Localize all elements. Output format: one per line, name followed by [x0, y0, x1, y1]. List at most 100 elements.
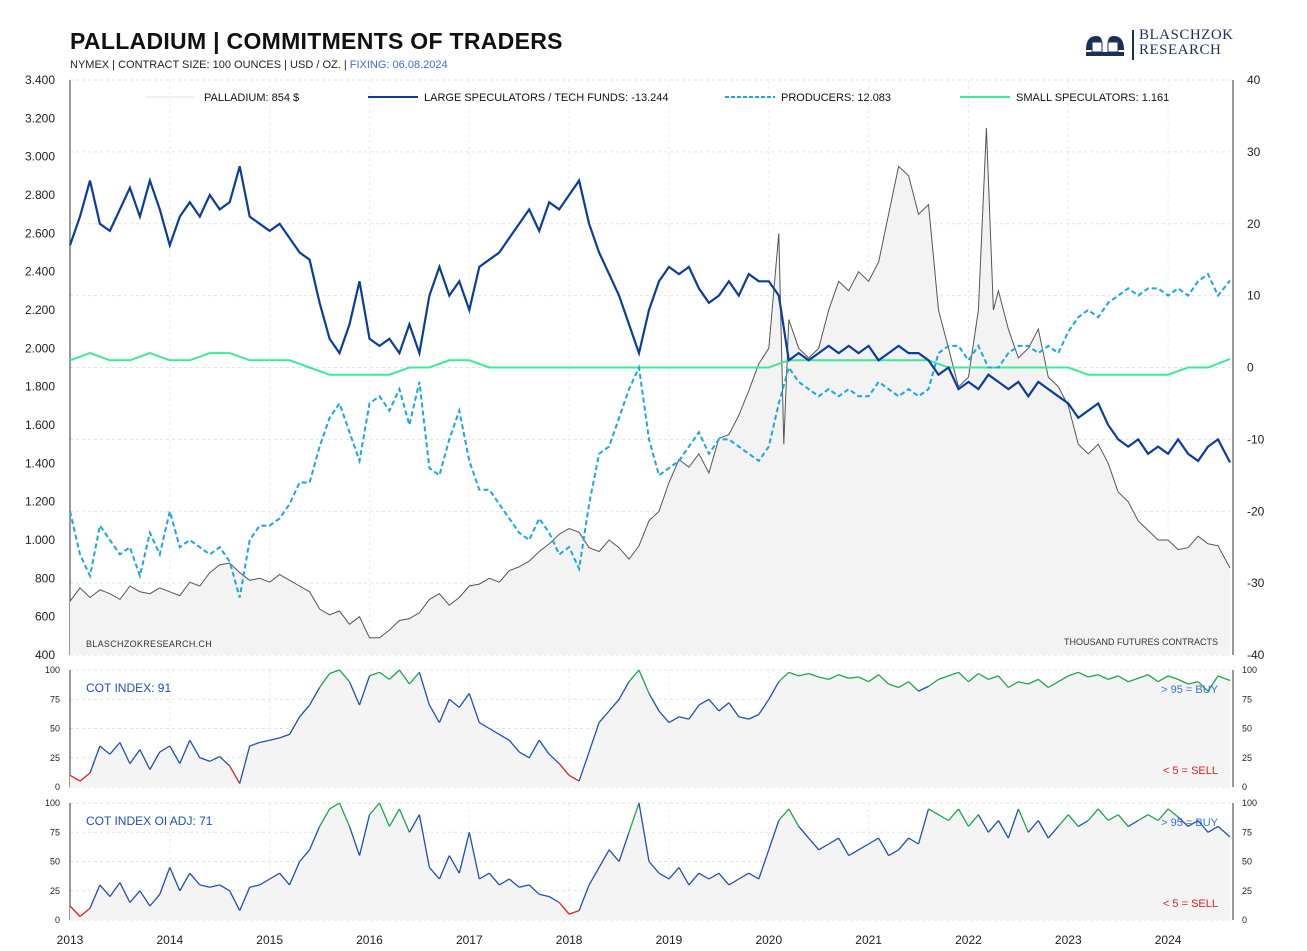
cot-index-oi-adj-segment — [938, 814, 949, 822]
cot-index-segment — [728, 702, 740, 718]
cot-index-oi-adj-segment — [678, 867, 690, 886]
cot-index-oi-adj-segment — [997, 820, 1009, 839]
cot-index-segment — [868, 674, 879, 683]
cot-index-y-tick-label: 25 — [50, 753, 60, 763]
cot-index-segment — [1068, 671, 1079, 677]
cot-index-segment — [898, 681, 909, 689]
watermark-text: BLASCHZOKRESEARCH.CH — [86, 639, 212, 649]
x-tick-label: 2016 — [356, 933, 383, 947]
cot-index-oi-adj-segment — [219, 884, 231, 892]
cot-index-segment — [1057, 675, 1069, 683]
cot-index-segment — [398, 669, 410, 685]
cot-index-segment — [1217, 675, 1231, 682]
cot-index-segment — [69, 774, 81, 782]
cot-index-oi-adj-title: COT INDEX OI ADJ: 71 — [86, 814, 213, 828]
cot-index-oi-adj-segment — [408, 814, 420, 833]
cot-index-segment — [978, 672, 989, 680]
cot-index-oi-adj-segment — [1167, 808, 1179, 818]
palladium-price-line — [69, 127, 1231, 639]
cot-index-oi-adj-segment — [1117, 814, 1129, 827]
cot-index-oi-adj-segment — [1057, 814, 1069, 827]
cot-index-segment — [478, 722, 490, 730]
cot-index-oi-adj-segment — [458, 832, 470, 874]
x-tick-label: 2022 — [955, 933, 982, 947]
x-tick-label: 2021 — [855, 933, 882, 947]
cot-index-oi-adj-segment — [358, 814, 371, 856]
cot-index-oi-adj-y-tick-label: 100 — [45, 798, 60, 808]
cot-index-segment — [508, 739, 520, 753]
cot-index-oi-adj-y-tick-label: 75 — [50, 827, 60, 837]
cot-index-buy-label: > 95 = BUY — [1161, 684, 1219, 696]
cot-index-oi-adj-segment — [688, 872, 700, 886]
y-left-tick-label: 2.200 — [25, 303, 55, 317]
cot-index-oi-adj-segment — [1067, 814, 1079, 827]
cot-index-segment — [209, 756, 220, 762]
cot-index-segment — [1097, 674, 1109, 680]
palladium-price-area — [70, 127, 1230, 655]
cot-index-oi-adj-segment — [848, 849, 859, 857]
cot-index-segment — [388, 669, 400, 680]
cot-index-segment — [1197, 681, 1209, 692]
legend-label: PRODUCERS: 12.083 — [781, 92, 891, 104]
cot-index-segment — [358, 675, 371, 706]
cot-index-oi-adj-segment — [338, 802, 351, 827]
cot-index-segment — [968, 672, 979, 683]
cot-index-segment — [1167, 675, 1179, 681]
subtitle-text: NYMEX | CONTRACT SIZE: 100 OUNCES | USD … — [70, 59, 347, 71]
cot-index-segment — [588, 722, 600, 753]
cot-index-segment — [189, 739, 201, 759]
cot-index-segment — [818, 676, 829, 681]
cot-index-segment — [758, 698, 770, 715]
cot-index-y-right-tick-label: 50 — [1242, 724, 1252, 734]
cot-index-segment — [109, 742, 121, 755]
x-tick-label: 2020 — [755, 933, 782, 947]
cot-index-segment — [628, 669, 640, 683]
cot-index-oi-adj-y-right-tick-label: 0 — [1242, 915, 1247, 925]
cot-index-segment — [269, 737, 280, 741]
cot-index-segment — [988, 675, 999, 681]
x-tick-label: 2014 — [156, 933, 183, 947]
cot-index-segment — [1147, 674, 1159, 683]
cot-index-segment — [1177, 678, 1189, 685]
cot-index-oi-adj-segment — [628, 802, 640, 833]
cot-index-oi-adj-segment — [478, 872, 490, 880]
cot-index-oi-adj-segment — [1087, 808, 1099, 821]
cot-index-oi-adj-segment — [588, 867, 600, 886]
y-left-tick-label: 3.400 — [25, 73, 55, 87]
cot-index-oi-adj-segment — [1107, 814, 1119, 822]
cot-index-segment — [778, 671, 790, 683]
cot-index-oi-adj-segment — [1207, 825, 1219, 833]
cot-index-segment — [1127, 677, 1139, 683]
cot-index-oi-adj-buy-label: > 95 = BUY — [1161, 817, 1219, 829]
cot-index-oi-adj-segment — [329, 802, 340, 810]
cot-index-segment — [289, 716, 301, 735]
cot-index-oi-adj-segment — [199, 884, 210, 888]
cot-index-segment — [438, 699, 450, 723]
cot-index-segment — [239, 745, 251, 784]
cot-index-oi-adj-segment — [668, 866, 680, 880]
cot-index-oi-adj-segment — [539, 893, 550, 898]
cot-index-oi-adj-segment — [79, 907, 91, 918]
cot-index-segment — [958, 671, 969, 683]
cot-index-oi-adj-segment — [948, 808, 959, 821]
y-right-tick-label: 30 — [1247, 145, 1261, 159]
cot-index-segment — [408, 671, 420, 685]
cot-index-oi-adj-segment — [69, 905, 81, 917]
cot-index-segment — [1028, 678, 1039, 685]
cot-index-oi-adj-segment — [788, 808, 800, 827]
cot-index-oi-adj-y-right-tick-label: 100 — [1242, 798, 1257, 808]
cot-index-oi-adj-segment — [1147, 814, 1159, 822]
cot-index-segment — [698, 698, 710, 706]
cot-index-segment — [858, 676, 869, 683]
cot-index-oi-adj-segment — [598, 849, 610, 868]
cot-index-oi-adj-segment — [738, 872, 750, 880]
cot-index-oi-adj-segment — [279, 872, 291, 886]
cot-index-oi-adj-segment — [808, 837, 820, 851]
cot-index-y-right-tick-label: 75 — [1242, 694, 1252, 704]
cot-index-segment — [428, 704, 440, 723]
cot-index-oi-adj-segment — [159, 867, 171, 895]
x-tick-label: 2017 — [456, 933, 483, 947]
cot-index-y-right-tick-label: 0 — [1242, 782, 1247, 792]
cot-index-segment — [1117, 675, 1129, 683]
cot-index-segment — [1107, 675, 1119, 681]
